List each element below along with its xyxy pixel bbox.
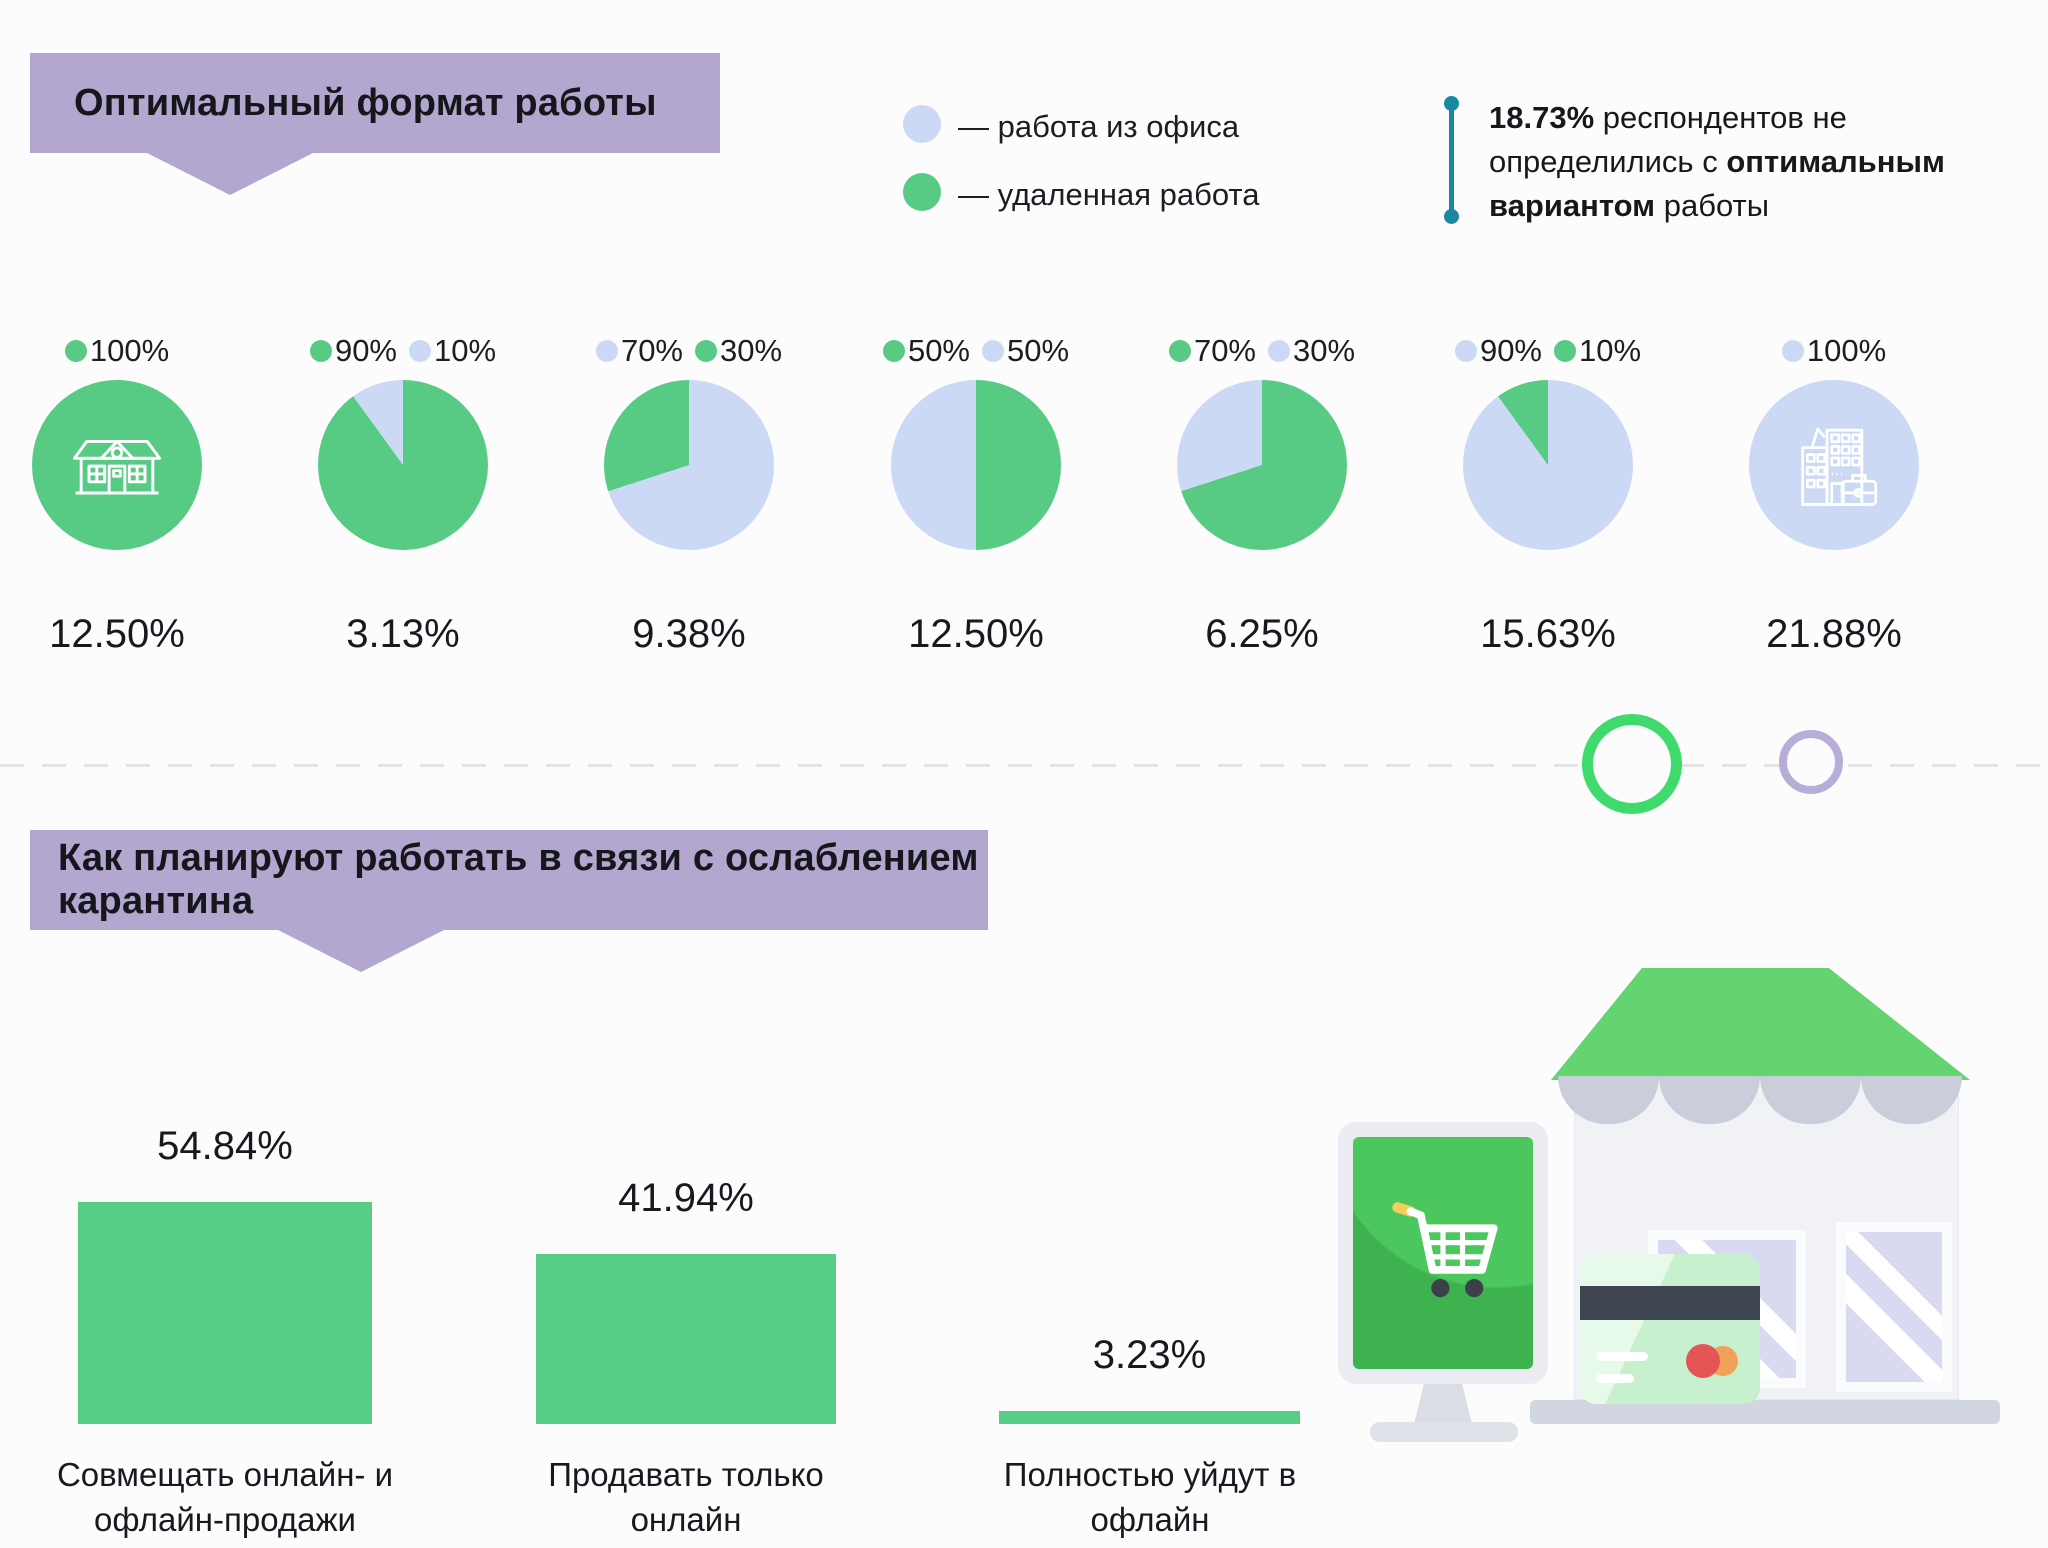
banner-notch bbox=[147, 153, 313, 195]
monitor bbox=[1338, 1122, 1548, 1384]
section2-title: Как планируют работать в связи с ослабле… bbox=[58, 837, 979, 922]
bar-category-label: Совмещать онлайн- и офлайн-продажи bbox=[56, 1456, 394, 1538]
monitor-base bbox=[1370, 1422, 1518, 1442]
pie-mix-label: 100% bbox=[64, 333, 169, 369]
pie-chart bbox=[604, 380, 774, 550]
legend-dot-icon bbox=[1168, 340, 1191, 362]
note-bold-phrase: оптимальным вариантом bbox=[1489, 144, 1945, 223]
house-icon bbox=[72, 440, 162, 495]
legend-dot-icon bbox=[309, 340, 332, 362]
pie-mix-labels: 100% bbox=[0, 332, 260, 370]
legend-dot-icon bbox=[695, 340, 717, 362]
bar bbox=[78, 1202, 372, 1424]
pie-mix-label: 50% bbox=[982, 333, 1069, 369]
pie-share-value: 21.88% bbox=[1766, 612, 1902, 656]
bar bbox=[999, 1411, 1300, 1424]
pie-mix-label: 10% bbox=[409, 333, 496, 369]
pie-cell: 50% 50% 12.50% bbox=[833, 332, 1119, 657]
legend-dot-icon bbox=[409, 340, 431, 362]
pie-cell: 100% 12.50% bbox=[0, 332, 260, 657]
legend-dot-icon bbox=[1554, 340, 1576, 362]
pie-share-value: 12.50% bbox=[49, 612, 185, 656]
office-icon bbox=[1801, 427, 1878, 506]
pie-mix-label: 70% bbox=[1168, 333, 1256, 369]
note-percent: 18.73% bbox=[1489, 100, 1595, 135]
pie-mix-labels: 90% 10% bbox=[260, 332, 546, 370]
pie-chart bbox=[32, 380, 202, 550]
legend-dot-icon bbox=[1268, 340, 1290, 362]
bar-category-label: Продавать только онлайн bbox=[548, 1456, 824, 1538]
pie-cell: 100% 21.88% bbox=[1691, 332, 1977, 657]
pie-mix-labels: 100% bbox=[1691, 332, 1977, 370]
pie-mix-label: 100% bbox=[1781, 333, 1886, 369]
pie-chart bbox=[1463, 380, 1633, 550]
bar-value-label: 54.84% bbox=[157, 1124, 293, 1168]
section2-title-banner: Как планируют работать в связи с ослабле… bbox=[30, 830, 988, 972]
store-window bbox=[1836, 1222, 1952, 1392]
banner-notch bbox=[278, 930, 444, 972]
dashed-divider bbox=[0, 764, 2048, 767]
bar bbox=[536, 1254, 836, 1424]
store-awning bbox=[1551, 968, 1970, 1080]
section1-title-banner: Оптимальный формат работы bbox=[30, 53, 720, 195]
monitor-stand bbox=[1414, 1382, 1472, 1424]
pie-mix-label: 90% bbox=[1454, 333, 1542, 369]
pie-mix-labels: 70% 30% bbox=[546, 332, 832, 370]
pie-mix-label: 90% bbox=[309, 333, 397, 369]
pie-mix-label: 70% bbox=[595, 333, 683, 369]
purple-ring-icon bbox=[1779, 730, 1843, 794]
legend-dot-icon bbox=[1781, 340, 1804, 362]
legend-remote-label: — удаленная работа bbox=[958, 177, 1260, 212]
legend-office-label: — работа из офиса bbox=[958, 109, 1240, 144]
pie-mix-label: 10% bbox=[1554, 333, 1641, 369]
ecommerce-illustration bbox=[1330, 958, 2020, 1458]
pie-mix-label: 30% bbox=[1268, 333, 1355, 369]
card-logo-red bbox=[1686, 1344, 1720, 1378]
undecided-note: 18.73% респондентов не определились с оп… bbox=[1489, 100, 1945, 223]
pie-chart bbox=[318, 380, 488, 550]
legend-remote-dot bbox=[903, 173, 941, 211]
pie-mix-labels: 70% 30% bbox=[1119, 332, 1405, 370]
pie-chart bbox=[891, 380, 1061, 550]
pie-cell: 70% 30% 9.38% bbox=[546, 332, 832, 657]
bar-value-label: 3.23% bbox=[1092, 1333, 1207, 1377]
legend-dot-icon bbox=[64, 340, 87, 362]
section1-title: Оптимальный формат работы bbox=[74, 81, 657, 124]
monitor-screen bbox=[1353, 1137, 1533, 1369]
pie-share-value: 6.25% bbox=[1205, 612, 1319, 656]
green-ring-icon bbox=[1582, 714, 1682, 814]
store-base bbox=[1530, 1400, 2000, 1424]
legend-dot-icon bbox=[882, 340, 905, 362]
pie-share-value: 9.38% bbox=[632, 612, 746, 656]
pie-cell: 90% 10% 15.63% bbox=[1405, 332, 1691, 657]
pie-share-value: 15.63% bbox=[1480, 612, 1616, 656]
bar-value-label: 41.94% bbox=[618, 1176, 754, 1220]
legend-dot-icon bbox=[982, 340, 1004, 362]
bar-category-label: Полностью уйдут в офлайн bbox=[1003, 1456, 1297, 1538]
credit-card bbox=[1580, 1254, 1760, 1404]
awning-scallops bbox=[1558, 1076, 1962, 1124]
pie-share-value: 3.13% bbox=[346, 612, 460, 656]
legend-office-dot bbox=[903, 105, 941, 143]
shopping-cart-icon bbox=[1392, 1202, 1498, 1298]
pie-share-value: 12.50% bbox=[908, 612, 1044, 656]
pie-cell: 90% 10% 3.13% bbox=[260, 332, 546, 657]
legend-dot-icon bbox=[1454, 340, 1477, 362]
pie-cell: 70% 30% 6.25% bbox=[1119, 332, 1405, 657]
pie-chart bbox=[1177, 380, 1347, 550]
note-accent-line bbox=[1444, 96, 1459, 224]
pie-mix-labels: 50% 50% bbox=[833, 332, 1119, 370]
pie-chart bbox=[1749, 380, 1919, 550]
pie-mix-label: 50% bbox=[882, 333, 970, 369]
card-magnetic-stripe bbox=[1580, 1286, 1760, 1320]
pie-mix-labels: 90% 10% bbox=[1405, 332, 1691, 370]
legend-dot-icon bbox=[595, 340, 618, 362]
pie-mix-label: 30% bbox=[695, 333, 782, 369]
